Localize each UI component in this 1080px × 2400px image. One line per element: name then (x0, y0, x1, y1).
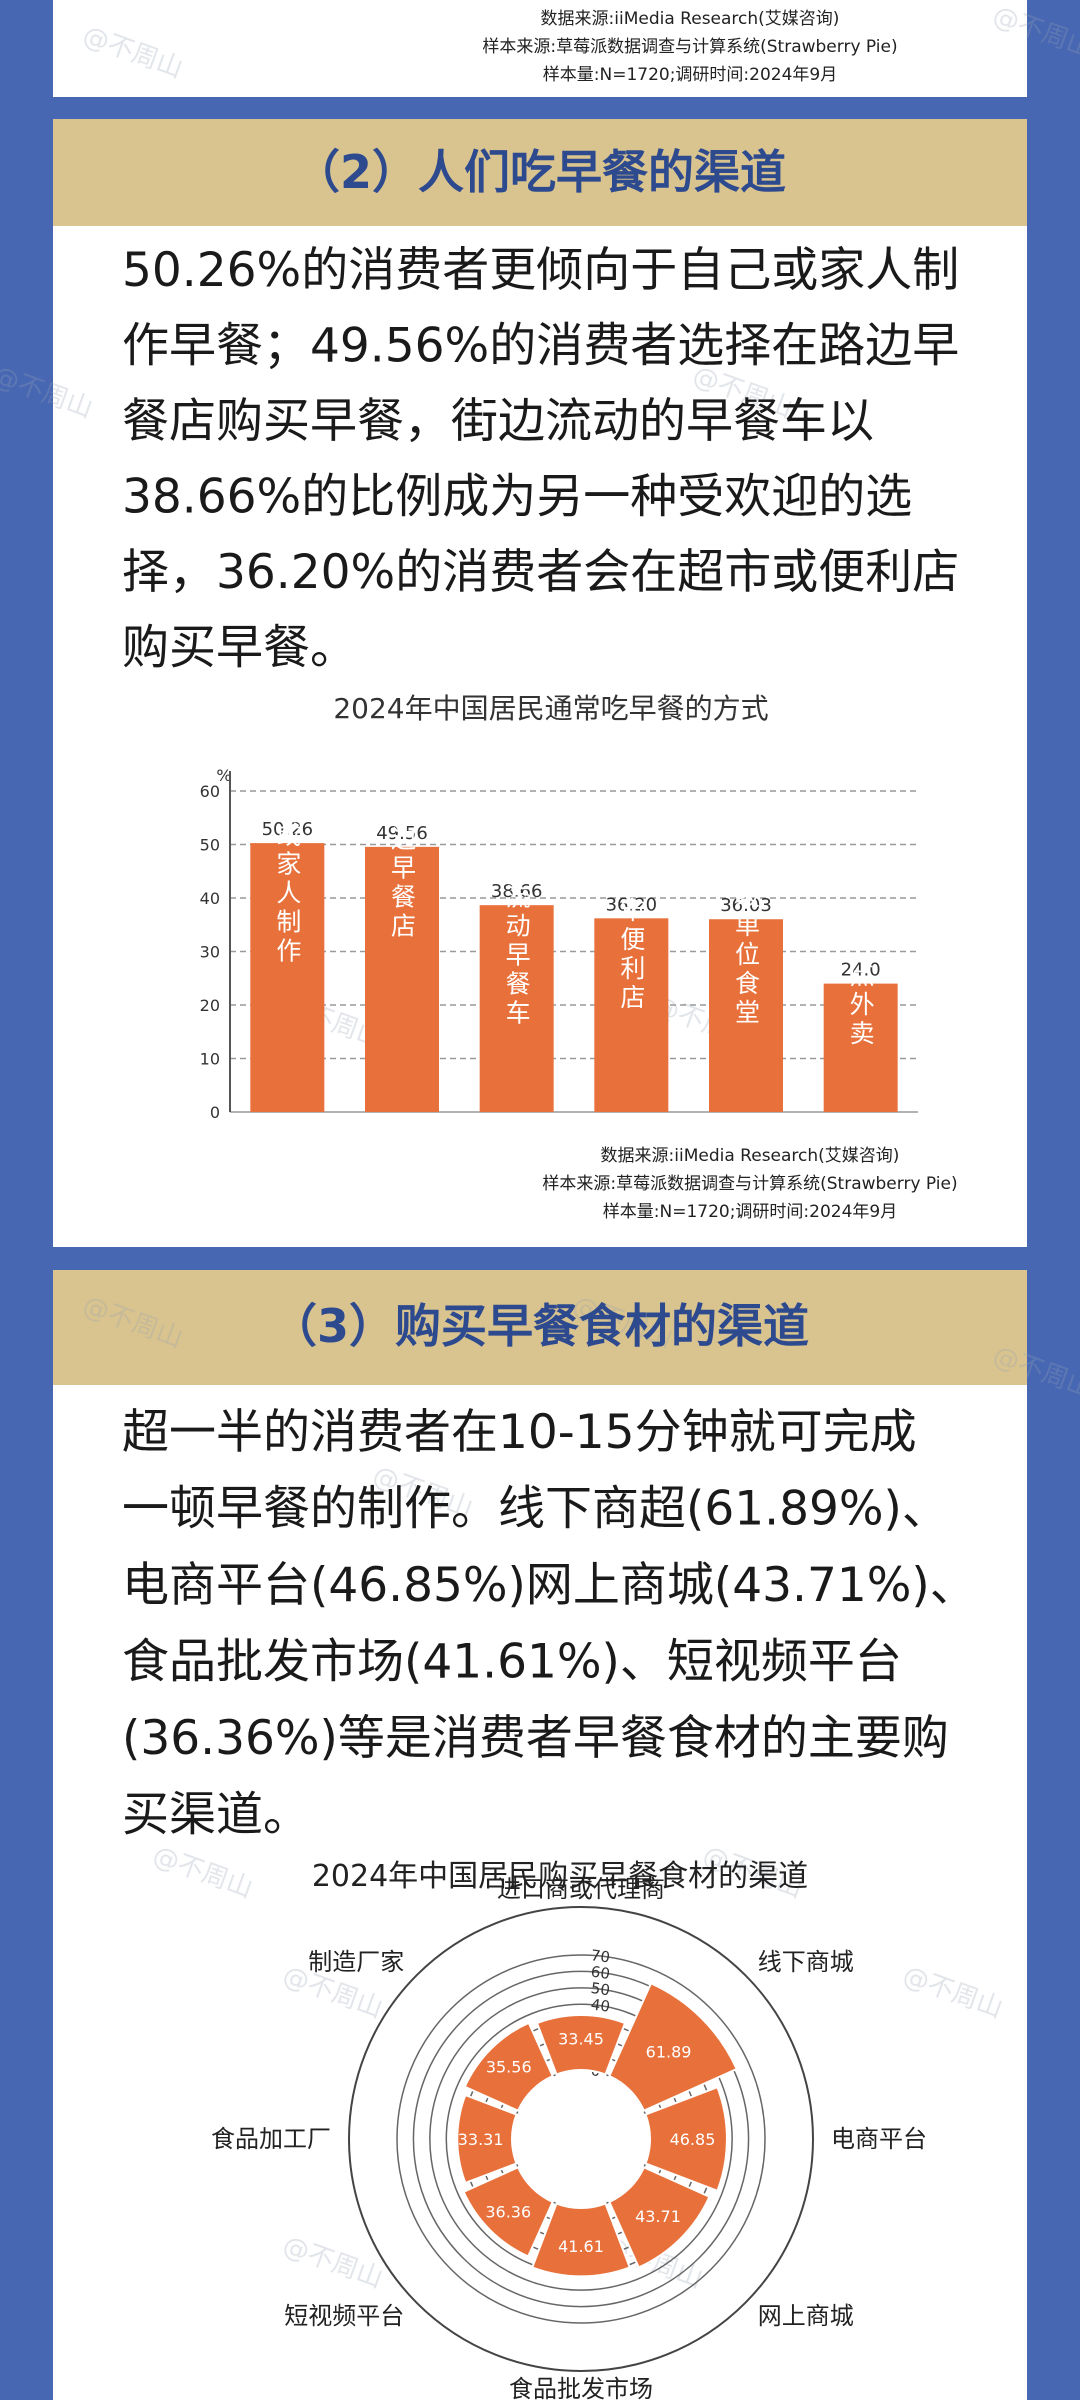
paragraph-line: 餐店购买早餐，街边流动的早餐车以 (122, 394, 874, 449)
paragraph-line: 38.66%的比例成为另一种受欢迎的选 (122, 470, 912, 525)
paragraph-line: 超一半的消费者在10-15分钟就可完成 (122, 1405, 917, 1460)
category-label: 电商平台 (831, 2125, 927, 2153)
data-label: 36.36 (485, 2203, 531, 2222)
category-label: 线下商城 (758, 1948, 854, 1976)
source-line: 数据来源:iiMedia Research(艾媒咨询) (541, 9, 840, 29)
paragraph-line: (36.36%)等是消费者早餐食材的主要购 (122, 1711, 949, 1766)
polar-bar (607, 1982, 738, 2113)
grid-ring (412, 1970, 750, 2308)
bar (250, 843, 325, 1112)
source-line: 样本量:N=1720;调研时间:2024年9月 (543, 65, 838, 85)
data-label: 50.26 (262, 819, 314, 840)
data-label: 41.61 (558, 2237, 604, 2256)
chart-title: 2024年中国居民购买早餐食材的渠道 (312, 1859, 808, 1894)
source-line: 样本来源:草莓派数据调查与计算系统(Strawberry Pie) (542, 1174, 957, 1194)
y-tick-label: 40 (200, 889, 220, 908)
polar-bar (535, 2014, 627, 2076)
source-line: 样本来源:草莓派数据调查与计算系统(Strawberry Pie) (482, 37, 897, 57)
y-tick-label: 50 (200, 836, 220, 855)
y-axis-unit: % (216, 766, 231, 785)
source-line: 数据来源:iiMedia Research(艾媒咨询) (601, 1146, 900, 1166)
category-label: 超市便利店 (617, 868, 646, 1013)
paragraph-line: 买渠道。 (122, 1788, 310, 1843)
data-label: 35.56 (486, 2058, 532, 2077)
paragraph-line: 一顿早餐的制作。线下商超(61.89%)、 (122, 1482, 949, 1537)
data-label: 33.45 (558, 2030, 604, 2049)
paragraph-line: 50.26%的消费者更倾向于自己或家人制 (122, 243, 959, 298)
category-label: 各级单位食堂 (732, 854, 761, 1028)
r-tick-label: 50 (590, 1979, 611, 1999)
section-header: （3）购买早餐食材的渠道 (271, 1299, 809, 1353)
paragraph-line: 电商平台(46.85%)网上商城(43.71%)、 (122, 1558, 977, 1613)
data-label: 46.85 (670, 2130, 716, 2149)
grid-ring (396, 1954, 766, 2324)
data-label: 24.0 (841, 960, 881, 981)
category-label: 路边早餐店 (388, 796, 417, 941)
data-label: 36.03 (720, 895, 772, 916)
polar-bar (456, 2093, 518, 2185)
category-label: 自己或家人制作 (273, 764, 302, 967)
panel (53, 0, 1027, 97)
data-label: 43.71 (635, 2207, 681, 2226)
section-header-band (53, 1270, 1027, 1385)
section-header-band (53, 119, 1027, 226)
bar (709, 919, 783, 1112)
category-label: 制造厂家 (308, 1948, 404, 1976)
category-label: 食品加工厂 (211, 2125, 331, 2153)
polar-bar (462, 2165, 555, 2258)
grid-ring (429, 1987, 733, 2291)
data-label: 36.20 (606, 894, 658, 915)
y-tick-label: 60 (200, 782, 220, 801)
bar (365, 846, 439, 1112)
paragraph-line: 购买早餐。 (122, 621, 357, 676)
paragraph-line: 择，36.20%的消费者会在超市或便利店 (122, 545, 959, 600)
y-tick-label: 0 (210, 1103, 220, 1122)
y-tick-label: 20 (200, 996, 220, 1015)
paragraph-line: 食品批发市场(41.61%)、短视频平台 (122, 1635, 902, 1690)
category-label: 食品批发市场 (509, 2375, 653, 2400)
r-tick-label: 40 (590, 1995, 611, 2015)
paragraph-line: 作早餐；49.56%的消费者选择在路边早 (122, 319, 959, 374)
y-tick-label: 30 (200, 943, 220, 962)
data-label: 49.56 (376, 823, 428, 844)
category-label: 街边流动早餐车 (502, 826, 531, 1029)
source-line: 样本量:N=1720;调研时间:2024年9月 (603, 1202, 898, 1222)
y-tick-label: 10 (200, 1050, 220, 1069)
section-header: （2）人们吃早餐的渠道 (294, 145, 786, 199)
polar-bar (607, 2165, 711, 2269)
bar (479, 905, 554, 1112)
category-label: 网上商城 (758, 2302, 854, 2330)
data-label: 61.89 (646, 2042, 692, 2061)
chart-title: 2024年中国居民通常吃早餐的方式 (333, 692, 768, 725)
outer-circle (348, 1906, 814, 2372)
r-tick-label: 70 (590, 1946, 611, 1966)
data-label: 33.31 (458, 2130, 504, 2149)
r-tick-label: 60 (590, 1963, 611, 1983)
data-label: 38.66 (491, 881, 543, 902)
polar-bar (644, 2085, 728, 2193)
category-label: 短视频平台 (284, 2302, 404, 2330)
polar-bar (530, 2202, 632, 2278)
bar (823, 983, 898, 1112)
category-label: 进口商或代理商 (497, 1875, 665, 1903)
category-label: 点外卖 (846, 962, 875, 1049)
polar-bar (463, 2021, 555, 2113)
bar (594, 918, 669, 1112)
